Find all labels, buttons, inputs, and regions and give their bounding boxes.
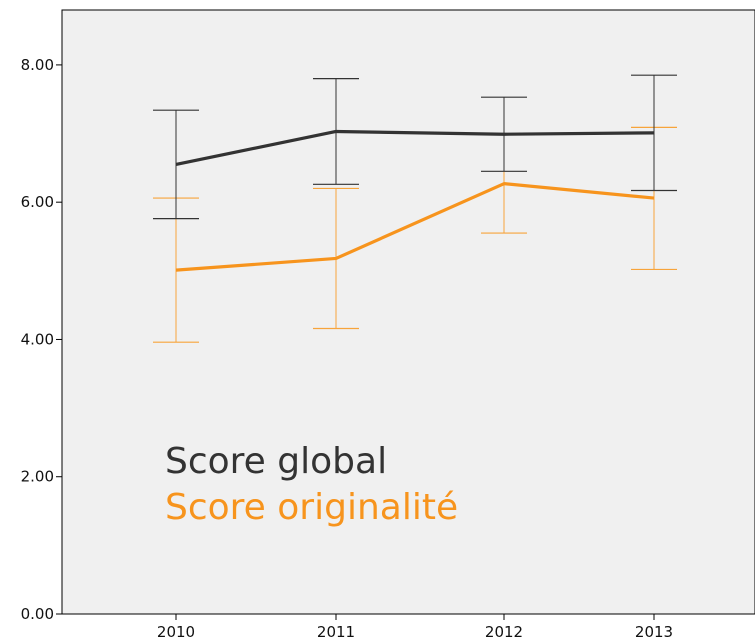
axes: 0.00 2.00 4.00 6.00 8.00 2010 2011 2012 2013	[21, 56, 674, 640]
y-tick-label: 0.00	[21, 605, 54, 623]
y-tick-label: 4.00	[21, 330, 54, 348]
series-layer	[153, 74, 677, 343]
x-tick-label: 2012	[485, 623, 523, 640]
y-tick-label: 6.00	[21, 193, 54, 211]
y-tick-label: 2.00	[21, 468, 54, 486]
x-tick-label: 2013	[635, 623, 673, 640]
series-line	[175, 129, 655, 166]
x-tick-label: 2011	[317, 623, 355, 640]
legend-label-score-global: Score global	[165, 441, 387, 482]
series-score-global	[153, 74, 677, 220]
y-tick-label: 8.00	[21, 56, 54, 74]
legend: Score global Score originalité	[165, 441, 458, 528]
legend-label-score-originalite: Score originalité	[165, 487, 458, 528]
x-tick-label: 2010	[157, 623, 195, 640]
series-line	[175, 182, 655, 272]
